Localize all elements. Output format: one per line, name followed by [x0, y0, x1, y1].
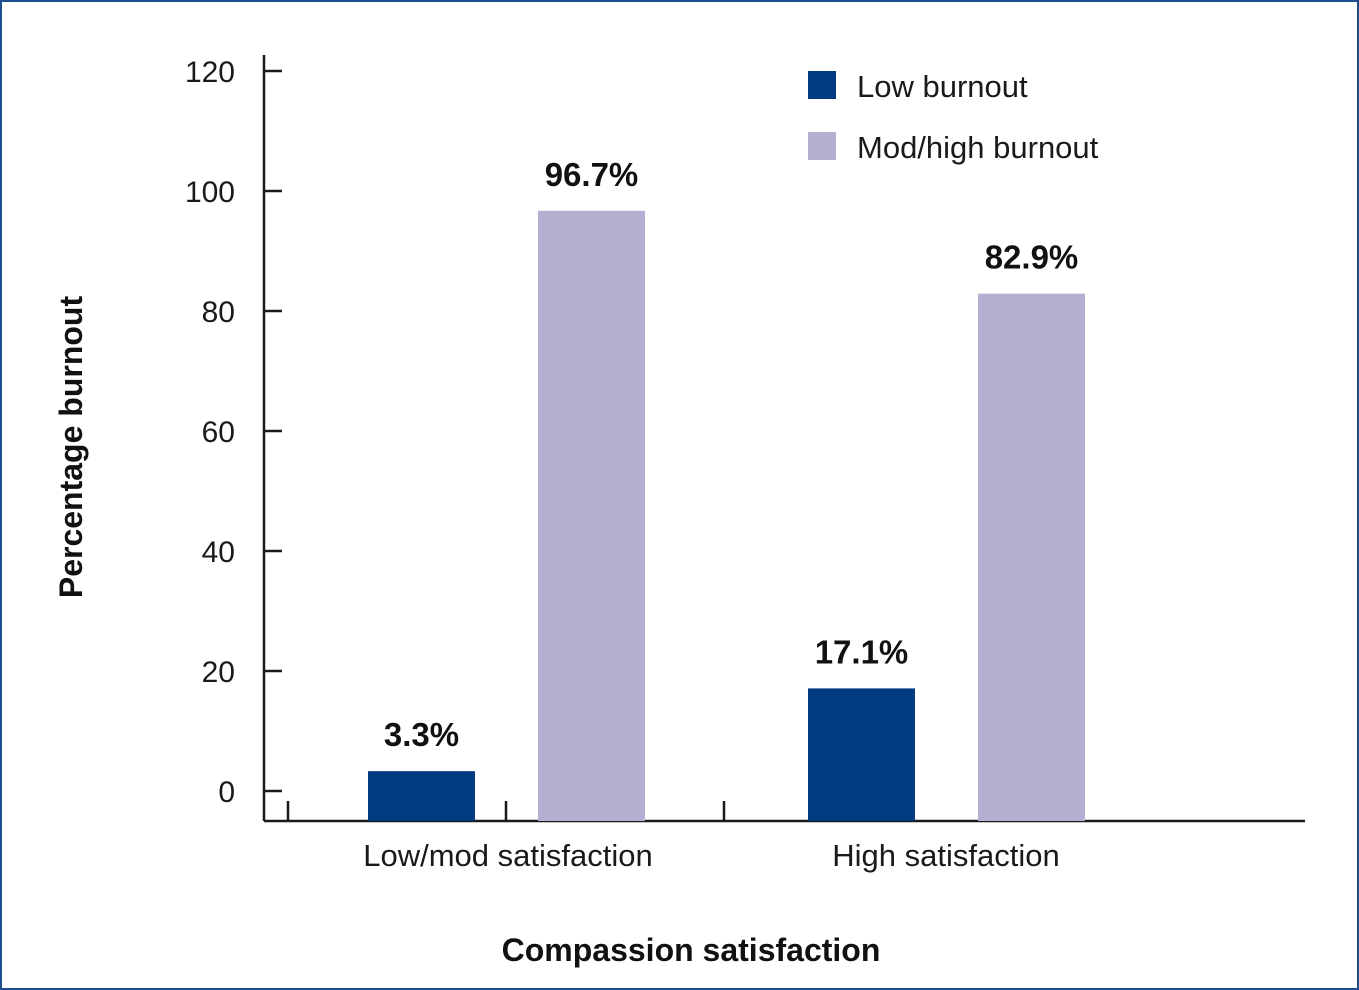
legend-label: Mod/high burnout	[857, 130, 1099, 165]
bar-value-label: 3.3%	[384, 716, 459, 753]
legend-swatch	[808, 71, 836, 99]
y-axis-title: Percentage burnout	[53, 296, 89, 599]
y-tick-label: 80	[202, 296, 235, 329]
y-tick-label: 0	[218, 776, 235, 809]
x-category-label: Low/mod satisfaction	[363, 838, 652, 873]
x-category-label: High satisfaction	[832, 838, 1059, 873]
bar-value-label: 82.9%	[985, 239, 1079, 276]
bar	[808, 688, 915, 821]
y-tick-label: 40	[202, 536, 235, 569]
axes	[262, 55, 1305, 823]
bar	[978, 293, 1085, 822]
legend: Low burnout Mod/high burnout	[808, 69, 1099, 165]
legend-swatch	[808, 132, 836, 160]
y-tick-label: 20	[202, 656, 235, 689]
category-labels: Low/mod satisfaction High satisfaction	[363, 838, 1059, 873]
bar	[368, 771, 475, 821]
y-tick-label: 60	[202, 416, 235, 449]
legend-label: Low burnout	[857, 69, 1028, 104]
y-ticks: 0 20 40 60 80 100 120	[185, 56, 282, 809]
bar	[538, 210, 645, 822]
x-axis-title: Compassion satisfaction	[502, 932, 881, 968]
bar-value-label: 17.1%	[815, 633, 909, 670]
data-labels: 3.3% 17.1% 96.7% 82.9%	[384, 156, 1078, 753]
bar-value-label: 96.7%	[545, 156, 639, 193]
y-tick-label: 100	[185, 176, 235, 209]
bars	[368, 210, 1085, 822]
y-tick-label: 120	[185, 56, 235, 89]
